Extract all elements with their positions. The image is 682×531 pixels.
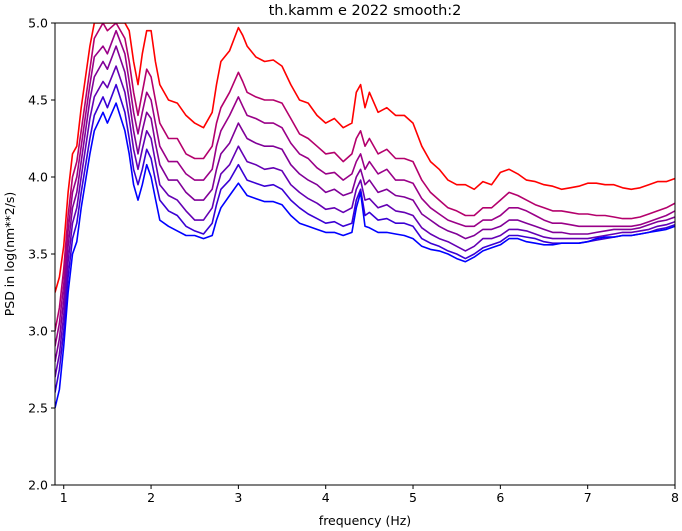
y-tick-label: 3.0 [28,324,48,339]
x-tick-label: 5 [409,490,417,505]
x-tick-label: 7 [584,490,592,505]
x-tick-label: 8 [671,490,679,505]
plot-frame [54,22,676,486]
x-tick-label: 3 [234,490,242,505]
series-line-1 [55,23,675,293]
series-line-2 [55,23,675,332]
series-line-5 [55,65,675,378]
y-tick-label: 4.5 [28,93,48,108]
series-line-4 [55,45,675,362]
x-tick-label: 6 [496,490,504,505]
chart-title: th.kamm e 2022 smooth:2 [269,3,462,19]
series-line-7 [55,102,675,409]
series-line-6 [55,83,675,393]
x-axis-label: frequency (Hz) [319,513,411,528]
x-tick-label: 1 [60,490,68,505]
x-axis-ticks: 1 2 3 4 5 6 7 8 [60,485,679,505]
y-tick-label: 2.0 [28,478,48,493]
x-tick-label: 4 [322,490,330,505]
y-axis-ticks: 2.0 2.5 3.0 3.5 4.0 4.5 5.0 [28,16,55,493]
y-tick-label: 5.0 [28,16,48,31]
y-axis-label: PSD in log(nm**2/s) [2,192,17,317]
series-line-3 [55,29,675,347]
y-tick-label: 4.0 [28,170,48,185]
x-tick-label: 2 [147,490,155,505]
y-tick-label: 2.5 [28,401,48,416]
y-tick-label: 3.5 [28,247,48,262]
series-lines [55,23,675,409]
